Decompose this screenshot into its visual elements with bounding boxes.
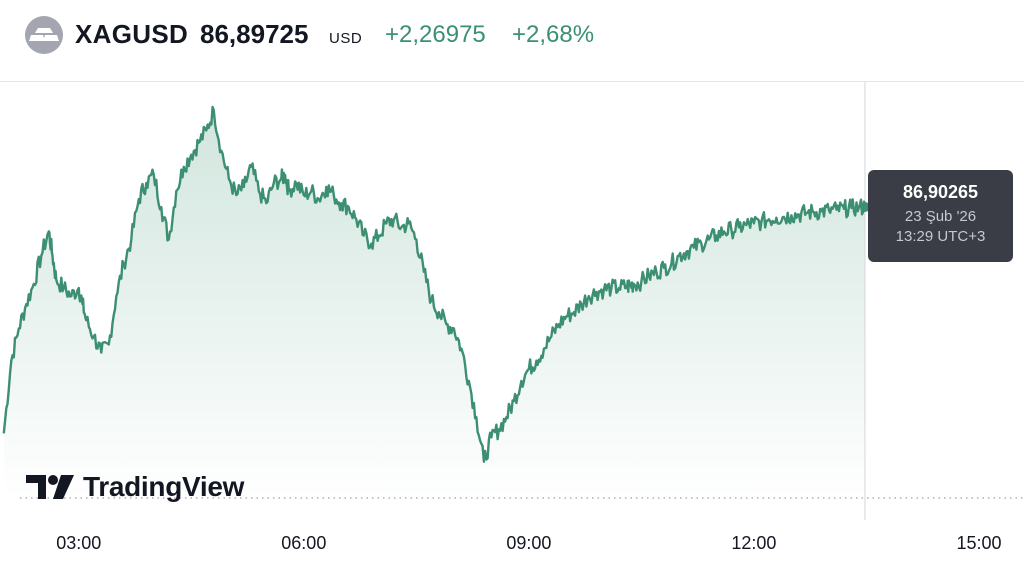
tradingview-logo-icon	[26, 475, 74, 499]
price-currency: USD	[329, 30, 363, 47]
symbol-header: XAGUSD 86,89725 USD +2,26975 +2,68%	[0, 0, 1024, 82]
last-price-point[interactable]	[859, 201, 870, 212]
x-axis-tick-label: 09:00	[506, 533, 552, 553]
x-axis-tick-label: 06:00	[281, 533, 327, 553]
last-price: 86,89725	[200, 19, 309, 49]
price-chart[interactable]	[0, 82, 1024, 577]
tooltip-time: 13:29 UTC+3	[895, 228, 986, 245]
price-tooltip: 86,90265 23 Şub '26 13:29 UTC+3	[868, 170, 1013, 262]
silver-bars-icon	[25, 16, 63, 54]
x-axis-tick-label: 15:00	[956, 533, 1002, 553]
tooltip-date: 23 Şub '26	[904, 208, 977, 225]
x-axis-tick-label: 12:00	[731, 533, 777, 553]
price-change: +2,26975	[385, 21, 486, 48]
tradingview-wordmark: TradingView	[83, 471, 245, 502]
price-line	[2, 105, 867, 463]
price-area-fill	[3, 106, 866, 499]
symbol-name[interactable]: XAGUSD	[75, 19, 189, 49]
price-change-percent: +2,68%	[512, 21, 595, 48]
x-axis-tick-label: 03:00	[56, 533, 102, 553]
tooltip-price: 86,90265	[902, 182, 979, 202]
